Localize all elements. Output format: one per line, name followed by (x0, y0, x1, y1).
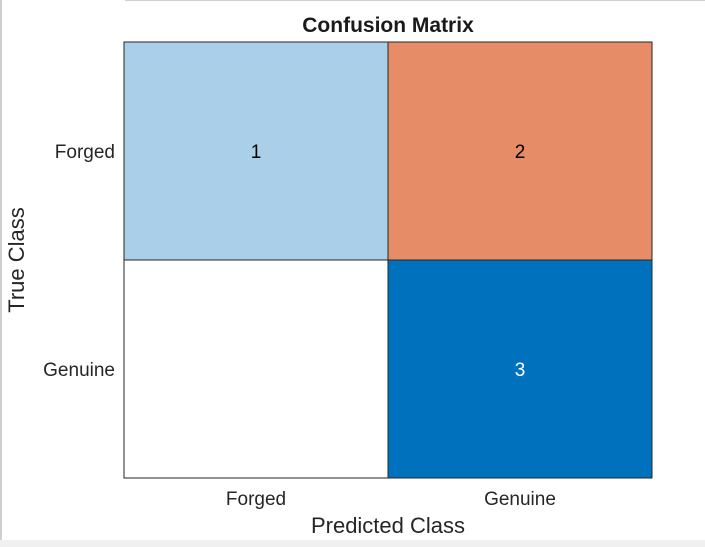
x-tick-labels: Forged Genuine (226, 489, 556, 510)
x-axis-label: Predicted Class (311, 513, 465, 538)
x-tick-label: Forged (226, 489, 286, 510)
cell-value-label: 3 (515, 360, 526, 381)
chart-title: Confusion Matrix (302, 14, 474, 37)
matrix-cell-labels: 1 2 3 (251, 142, 526, 381)
y-tick-label: Forged (55, 142, 115, 163)
matrix-cell-forged-genuine (387, 41, 653, 261)
y-tick-labels: Forged Genuine (43, 142, 115, 381)
window-left-border (0, 0, 2, 540)
window-bottom-strip (0, 540, 705, 547)
window-top-border (125, 0, 705, 1)
cell-value-label: 2 (515, 142, 526, 163)
plot-border (123, 41, 653, 479)
x-tick-label: Genuine (484, 489, 556, 510)
matrix-cells (123, 41, 653, 479)
y-axis-label: True Class (4, 207, 29, 313)
y-tick-label: Genuine (43, 360, 115, 381)
matrix-cell-genuine-forged (123, 259, 389, 479)
cell-value-label: 1 (251, 142, 262, 163)
